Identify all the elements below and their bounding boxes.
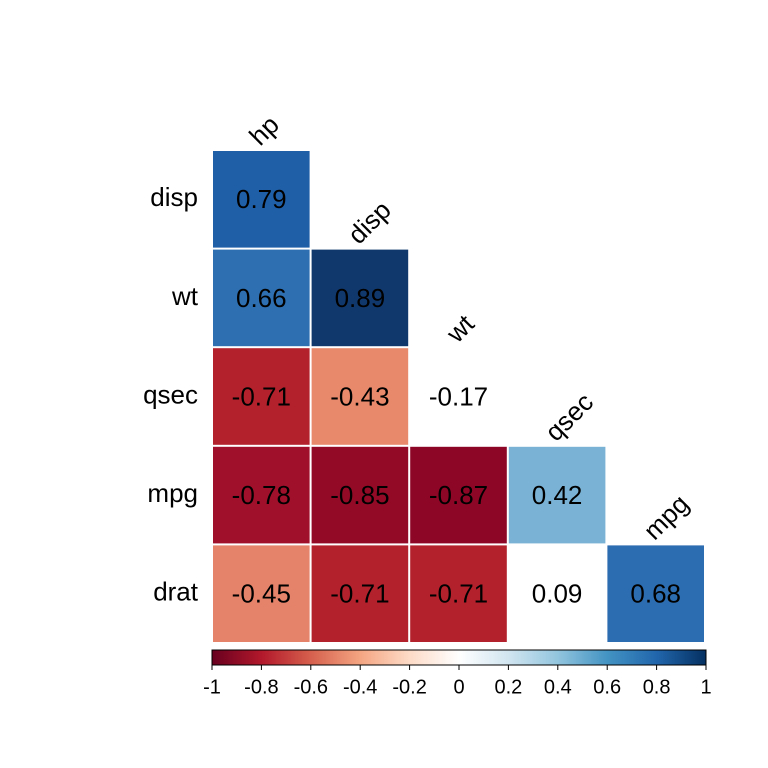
cell [213,348,310,445]
cell [213,249,310,347]
colorbar [211,649,707,666]
cell-label: 0.79 [236,184,287,214]
cell-label: -0.87 [429,480,488,510]
colorbar-tick-label: 0.2 [494,676,522,698]
colorbar-tick-label: -1 [203,676,221,698]
cell-label: -0.45 [232,579,291,609]
cell [311,446,409,544]
cell-label: -0.78 [232,480,291,510]
cell-label: 0.68 [630,579,681,609]
row-label: drat [153,577,199,607]
cell-label: -0.43 [330,381,389,411]
cell-label: 0.89 [335,283,386,313]
cell [311,249,409,347]
row-label: disp [150,182,198,212]
cell [311,545,409,642]
row-label: wt [171,281,199,311]
colorbar-tick-label: -0.4 [343,676,377,698]
colorbar-tick-label: -0.8 [244,676,278,698]
cell [508,446,606,544]
cell-label: -0.71 [330,579,389,609]
col-label: disp [342,195,397,250]
cell [213,446,310,544]
col-label: wt [440,308,481,349]
cell [508,545,606,642]
colorbar-tick-label: 0 [453,676,464,698]
colorbar-tick-label: 0.4 [544,676,572,698]
cell-label: -0.85 [330,480,389,510]
row-label: qsec [143,379,198,409]
cell-label: 0.09 [532,579,583,609]
cell [410,446,507,544]
col-label: qsec [539,387,599,447]
colorbar-tick-label: 0.6 [593,676,621,698]
cell [607,545,704,642]
cell [213,151,310,248]
cell-label: 0.66 [236,283,287,313]
colorbar-tick-label: -0.2 [392,676,426,698]
colorbar-tick-label: 1 [700,676,711,698]
cell [410,348,507,445]
row-label: mpg [147,478,198,508]
col-label: mpg [638,489,695,546]
cell [410,545,507,642]
cell [213,545,310,642]
cell-label: -0.71 [232,381,291,411]
cell-label: 0.42 [532,480,583,510]
colorbar-tick-label: 0.8 [643,676,671,698]
colorbar-tick-label: -0.6 [294,676,328,698]
cell-label: -0.71 [429,579,488,609]
cell [311,348,409,445]
col-label: hp [243,109,285,151]
cell-label: -0.17 [429,381,488,411]
